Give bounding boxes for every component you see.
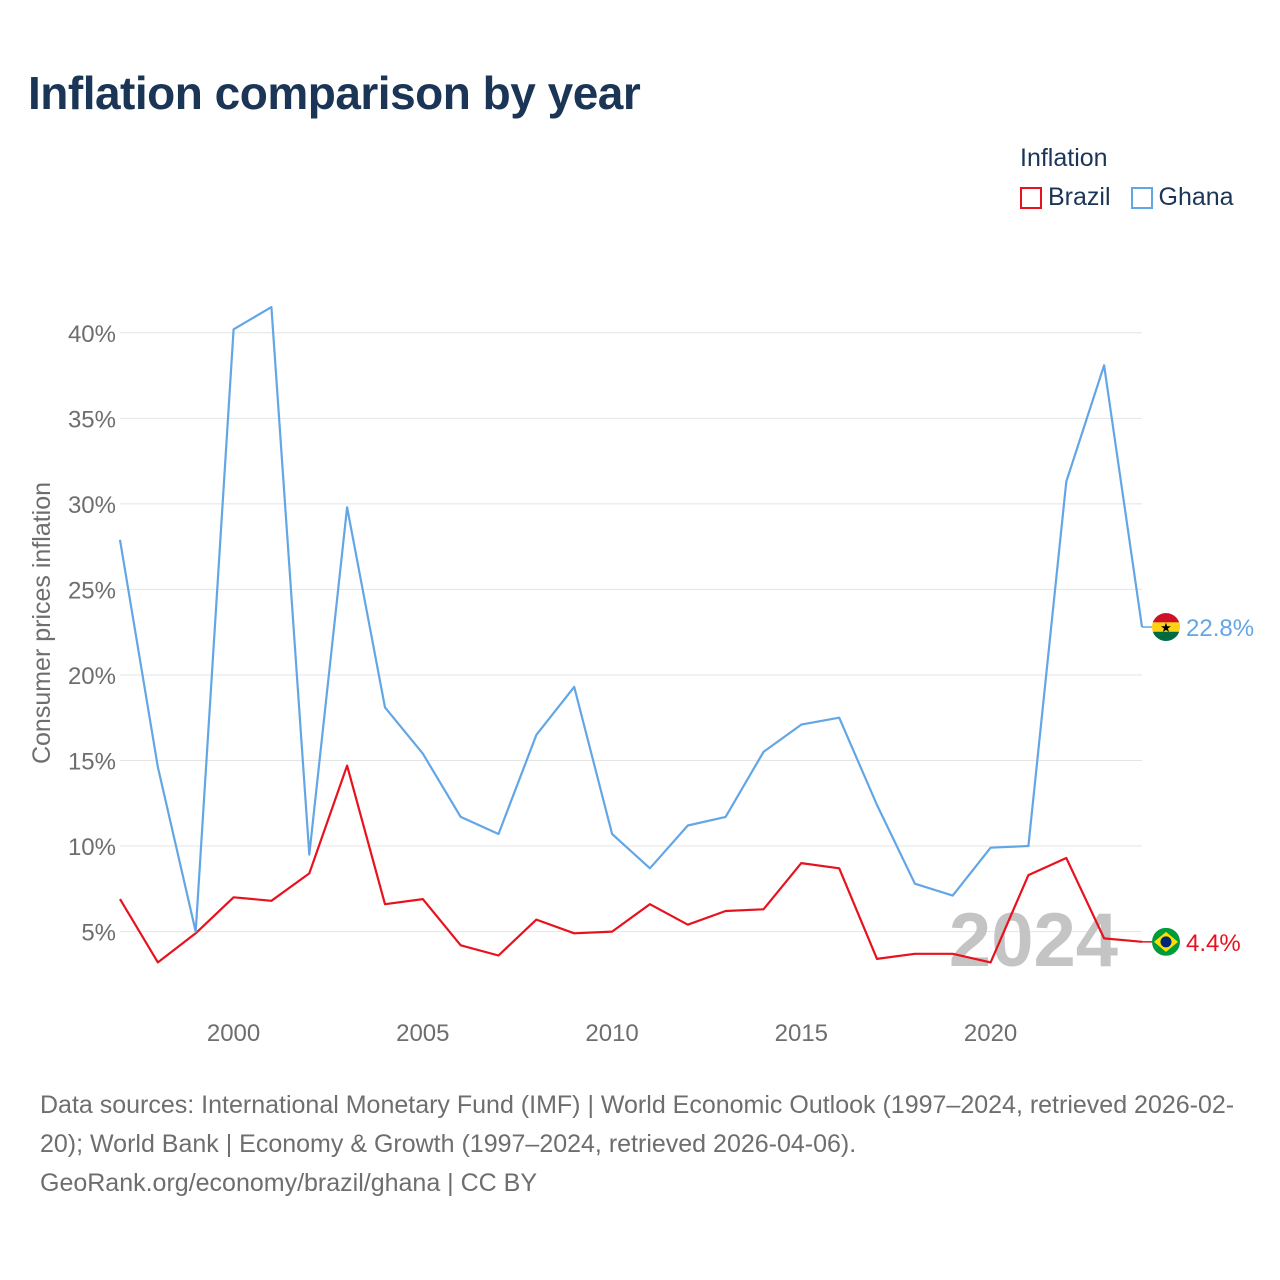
x-tick-label: 2010 [585, 1020, 638, 1047]
legend: Inflation Brazil Ghana [1020, 144, 1234, 212]
year-watermark: 2024 [949, 898, 1118, 983]
series-line-brazil [119, 764, 1143, 964]
legend-swatch-brazil [1020, 186, 1042, 209]
source-link[interactable]: GeoRank.org/economy/brazil/ghana | CC BY [40, 1169, 538, 1197]
y-tick-label: 5% [81, 920, 116, 947]
y-axis-label: Consumer prices inflation [28, 482, 56, 764]
y-tick-label: 10% [68, 834, 116, 861]
legend-item-ghana[interactable]: Ghana [1130, 183, 1234, 212]
legend-label-ghana: Ghana [1158, 183, 1234, 211]
svg-text:★: ★ [1160, 620, 1172, 635]
y-tick-label: 25% [68, 577, 116, 604]
end-label-ghana: 22.8% [1186, 615, 1254, 642]
y-tick-label: 30% [68, 492, 116, 519]
y-tick-label: 40% [68, 321, 116, 348]
legend-title: Inflation [1020, 144, 1108, 172]
y-tick-label: 15% [68, 748, 116, 775]
legend-label-brazil: Brazil [1048, 183, 1111, 211]
x-tick-label: 2020 [964, 1020, 1017, 1047]
legend-item-brazil[interactable]: Brazil [1020, 183, 1111, 212]
x-tick-label: 2005 [396, 1020, 449, 1047]
series-line-ghana [118, 306, 1144, 933]
ghana-flag-icon: ★ [1152, 613, 1180, 642]
end-label-brazil: 4.4% [1186, 930, 1241, 957]
footer: Data sources: International Monetary Fun… [40, 1086, 1250, 1203]
x-tick-label: 2000 [207, 1020, 260, 1047]
data-sources-note: Data sources: International Monetary Fun… [40, 1091, 1235, 1158]
chart-title: Inflation comparison by year [28, 67, 641, 119]
y-tick-label: 20% [68, 663, 116, 690]
brazil-flag-icon [1152, 927, 1180, 956]
legend-swatch-ghana [1130, 186, 1153, 209]
line-chart: 5% 10% 15% 20% 25% 30% 35% 40% 2000 2005 2010 2015 2… [28, 306, 1254, 1047]
x-tick-label: 2015 [775, 1020, 828, 1047]
y-tick-label: 35% [68, 406, 116, 433]
